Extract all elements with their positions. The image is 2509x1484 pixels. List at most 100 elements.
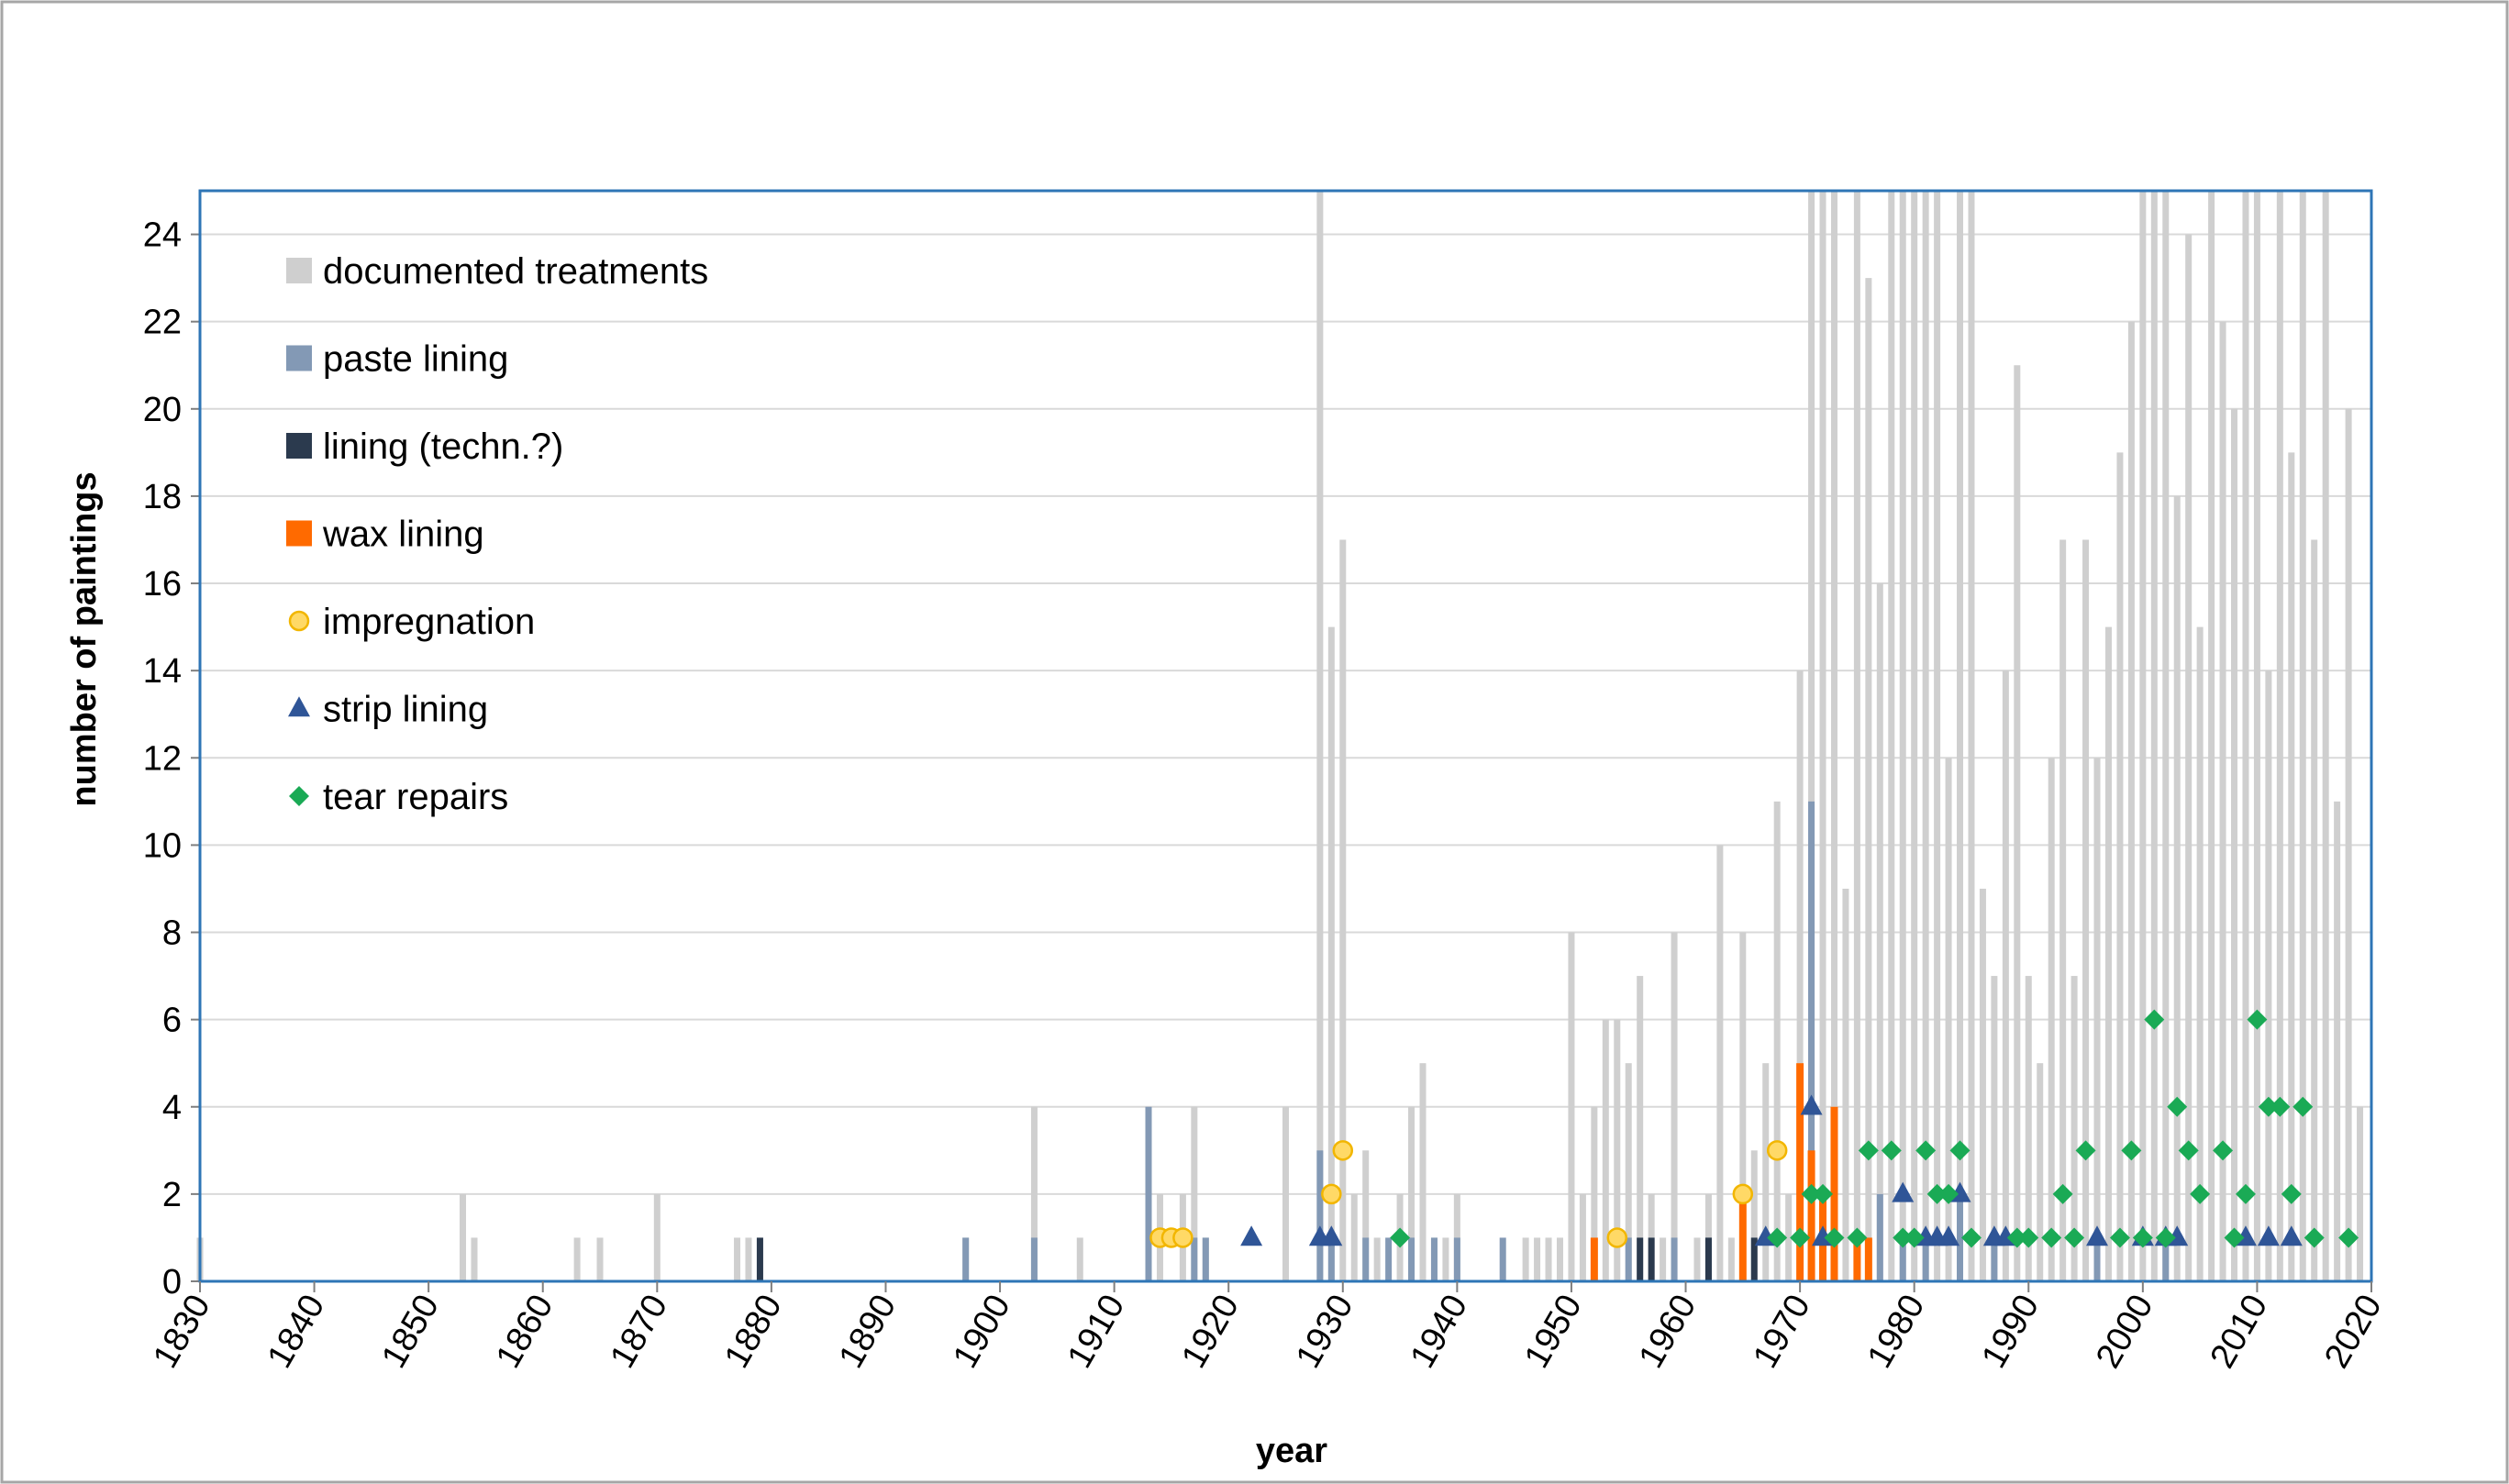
documented-bar: [1876, 583, 1883, 1281]
lining_techn-bar: [1637, 1237, 1644, 1281]
documented-bar: [2276, 191, 2283, 1281]
documented-bar: [2162, 191, 2170, 1281]
documented-bar: [1316, 191, 1324, 1281]
y-tick-label: 18: [143, 478, 182, 516]
tear-marker: [2006, 1227, 2027, 1248]
legend-entry-impregnation: impregnation: [288, 602, 535, 642]
tear-marker: [2064, 1227, 2085, 1248]
paste-bar: [1191, 1237, 1198, 1281]
paste-bar: [1671, 1237, 1678, 1281]
documented-bar: [1739, 932, 1747, 1281]
legend-swatch-documented: [286, 258, 312, 283]
documented-bar: [471, 1237, 478, 1281]
tear-marker: [1824, 1227, 1845, 1248]
documented-bar: [1750, 1150, 1758, 1281]
tear-marker: [2224, 1227, 2245, 1248]
documented-bar: [2048, 758, 2055, 1281]
tear-marker: [2304, 1227, 2325, 1248]
strip-marker: [1800, 1094, 1823, 1115]
impregnation-marker: [1332, 1140, 1354, 1161]
documented-bar: [1911, 191, 1918, 1281]
paste-bar: [1922, 1237, 1929, 1281]
paste-bar: [2162, 1237, 2170, 1281]
documented-bar: [2219, 321, 2226, 1282]
documented-bar: [1945, 758, 1952, 1281]
wax-bar: [1864, 1237, 1872, 1281]
documented-bar: [1556, 1237, 1563, 1281]
wax-bar: [1590, 1237, 1598, 1281]
tear-marker: [1893, 1227, 1914, 1248]
tear-marker: [1390, 1227, 1411, 1248]
bars: [196, 191, 2364, 1282]
strip-marker: [1937, 1225, 1960, 1246]
documented-bar: [1408, 1106, 1415, 1281]
y-tick-label: 24: [143, 216, 182, 255]
y-tick-label: 12: [143, 739, 182, 778]
x-axis-title: year: [1256, 1432, 1327, 1470]
documented-bar: [2208, 191, 2215, 1281]
tear-marker: [1881, 1140, 1902, 1161]
strip-marker: [1892, 1181, 1915, 1202]
paste-bar: [1408, 1237, 1415, 1281]
documented-bar: [2014, 365, 2021, 1281]
documented-bar: [1076, 1237, 1083, 1281]
documented-bar: [2139, 191, 2147, 1281]
legend-label-paste: paste lining: [323, 339, 508, 380]
documented-bar: [1625, 1063, 1632, 1281]
lining_techn-bar: [1750, 1237, 1758, 1281]
tear-marker: [1926, 1183, 1948, 1204]
paste-bar: [1327, 1237, 1335, 1281]
documented-bar: [2231, 408, 2238, 1281]
documented-bar: [1808, 191, 1815, 1281]
legend-label-tear: tear repairs: [323, 777, 508, 817]
paste-bar: [1876, 1193, 1883, 1281]
documented-bar: [1968, 191, 1975, 1281]
documented-bar: [2150, 191, 2158, 1281]
documented-bar: [1327, 626, 1335, 1281]
legend-entry-paste: paste lining: [286, 339, 508, 380]
documented-bar: [2357, 1106, 2364, 1281]
legend-entry-tear: tear repairs: [289, 777, 508, 817]
documented-bar: [596, 1237, 604, 1281]
documented-bar: [1362, 1150, 1370, 1281]
paste-bar: [1145, 1106, 1152, 1281]
tear-marker: [1801, 1183, 1822, 1204]
documented-bar: [1934, 191, 1941, 1281]
documented-bar: [1373, 1237, 1381, 1281]
legend-label-impregnation: impregnation: [323, 602, 535, 642]
documented-bar: [1339, 539, 1347, 1281]
y-tick-label: 14: [143, 652, 182, 691]
y-tick-label: 4: [162, 1089, 182, 1127]
tear-marker: [1767, 1227, 1788, 1248]
strip-marker: [2280, 1225, 2303, 1246]
impregnation-marker: [1766, 1140, 1788, 1161]
documented-bar: [1545, 1237, 1552, 1281]
documented-bar: [2311, 539, 2318, 1281]
y-tick-label: 16: [143, 565, 182, 604]
tear-marker: [2052, 1183, 2073, 1204]
documented-bar: [1762, 1063, 1770, 1281]
documented-bar: [1579, 1193, 1586, 1281]
tear-marker: [2075, 1140, 2096, 1161]
documented-bar: [1899, 191, 1906, 1281]
strip-marker: [2257, 1225, 2280, 1246]
documented-bar: [1957, 191, 1964, 1281]
documented-bar: [1030, 1106, 1038, 1281]
tear-marker: [1949, 1140, 1971, 1161]
legend-entry-strip: strip lining: [288, 690, 488, 730]
documented-bar: [2082, 539, 2090, 1281]
tear-marker: [1790, 1227, 1811, 1248]
y-tick-label: 6: [162, 1002, 182, 1040]
y-axis-title: number of paintings: [65, 471, 104, 806]
legend-swatch-wax: [286, 520, 312, 547]
legend-label-wax: wax lining: [322, 515, 484, 555]
strip-marker: [1240, 1225, 1263, 1246]
paste-bar: [1030, 1237, 1038, 1281]
paste-bar: [1991, 1237, 1998, 1281]
documented-bar: [1796, 670, 1804, 1281]
y-tick-label: 10: [143, 826, 182, 865]
legend-swatch-strip: [288, 696, 310, 717]
documented-bar: [2242, 191, 2249, 1281]
tear-marker: [1858, 1140, 1879, 1161]
